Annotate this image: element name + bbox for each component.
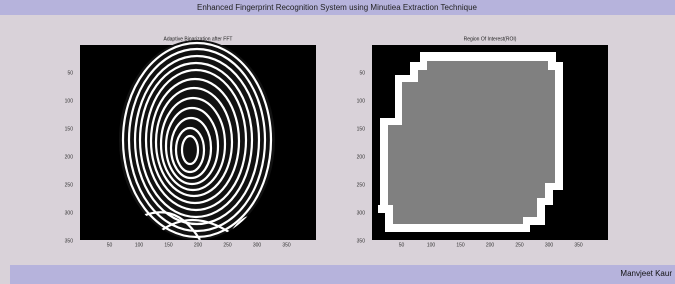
window-title: Enhanced Fingerprint Recognition System … xyxy=(197,3,478,12)
y-tick-label: 100 xyxy=(357,98,366,104)
author: Manvjeet Kaur xyxy=(620,269,672,278)
axes-title: Region Of Interest(ROI) xyxy=(464,36,517,42)
x-tick-label: 50 xyxy=(107,242,113,248)
y-tick-label: 250 xyxy=(65,182,74,188)
y-tick-label: 200 xyxy=(357,154,366,160)
x-tick-label: 100 xyxy=(427,242,436,248)
x-tick-label: 50 xyxy=(399,242,405,248)
x-tick-label: 350 xyxy=(282,242,291,248)
roi-region xyxy=(388,61,555,224)
y-tick-label: 200 xyxy=(65,154,74,160)
x-tick-label: 250 xyxy=(223,242,232,248)
x-tick-label: 100 xyxy=(135,242,144,248)
x-tick-label: 150 xyxy=(456,242,465,248)
y-tick-label: 300 xyxy=(357,210,366,216)
y-tick-label: 100 xyxy=(65,98,74,104)
x-tick-label: 300 xyxy=(545,242,554,248)
y-tick-label: 300 xyxy=(65,210,74,216)
footer-bar xyxy=(10,265,675,284)
y-tick-label: 350 xyxy=(357,238,366,244)
x-tick-label: 350 xyxy=(574,242,583,248)
y-tick-label: 150 xyxy=(65,126,74,132)
app-window: Enhanced Fingerprint Recognition System … xyxy=(0,0,675,284)
x-tick-label: 200 xyxy=(486,242,495,248)
y-tick-label: 350 xyxy=(65,238,74,244)
x-tick-label: 250 xyxy=(515,242,524,248)
x-tick-label: 300 xyxy=(253,242,262,248)
x-tick-label: 200 xyxy=(194,242,203,248)
y-tick-label: 250 xyxy=(357,182,366,188)
y-tick-label: 150 xyxy=(357,126,366,132)
y-tick-label: 50 xyxy=(359,70,365,76)
y-tick-label: 50 xyxy=(67,70,73,76)
x-tick-label: 150 xyxy=(164,242,173,248)
